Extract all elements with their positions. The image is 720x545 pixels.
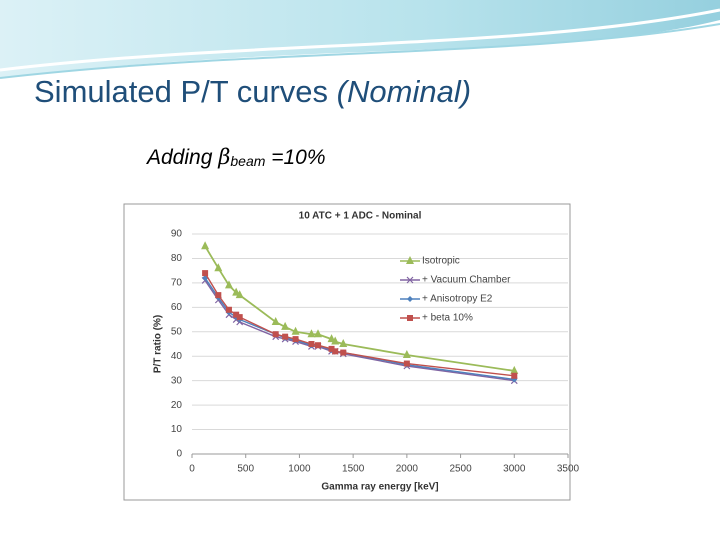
y-tick-label: 50: [171, 326, 183, 337]
marker: [315, 342, 322, 349]
y-tick-label: 80: [171, 253, 183, 264]
chart-title: 10 ATC + 1 ADC - Nominal: [299, 211, 422, 222]
marker: [314, 329, 323, 338]
x-axis-label: Gamma ray energy [keV]: [321, 482, 438, 493]
y-tick-label: 90: [171, 229, 183, 240]
y-tick-label: 20: [171, 400, 183, 411]
marker: [215, 292, 222, 299]
header-line: [0, 23, 720, 79]
marker: [510, 365, 519, 374]
marker: [340, 349, 347, 356]
subtitle-text: Adding: [145, 146, 218, 169]
title-text: Simulated P/T curves: [34, 74, 337, 109]
marker: [271, 317, 280, 325]
subtitle: Adding βbeam =10%: [145, 145, 326, 169]
legend-label: + Vacuum Chamber: [422, 275, 511, 286]
marker: [236, 314, 243, 321]
marker: [308, 341, 315, 347]
y-tick-label: 0: [176, 449, 182, 460]
y-tick-label: 10: [171, 424, 183, 435]
x-tick-label: 1500: [342, 464, 365, 475]
marker: [291, 326, 300, 335]
legend-label: + beta 10%: [422, 313, 473, 324]
marker: [272, 331, 279, 338]
legend-marker: [406, 256, 414, 264]
x-tick-label: 2000: [396, 464, 419, 475]
marker: [328, 345, 335, 352]
x-tick-label: 1000: [288, 464, 311, 475]
x-tick-label: 0: [189, 464, 195, 475]
marker: [202, 270, 209, 277]
legend-marker: [406, 276, 414, 284]
marker: [511, 372, 518, 379]
legend-label: + Anisotropy E2: [422, 294, 493, 305]
marker: [214, 263, 223, 272]
x-tick-label: 2500: [449, 464, 472, 475]
marker: [292, 336, 299, 343]
title-emphasis: (Nominal): [337, 74, 471, 109]
y-tick-label: 40: [171, 351, 183, 362]
header-swoosh: [0, 0, 720, 78]
marker: [282, 333, 289, 340]
legend-label: Isotropic: [422, 256, 460, 267]
subtitle-symbol: β: [217, 145, 230, 169]
marker: [331, 336, 340, 345]
marker: [201, 241, 210, 250]
y-axis-label: P/T ratio (%): [153, 315, 164, 373]
chart-frame: [123, 203, 571, 501]
legend-marker: [407, 296, 413, 302]
x-tick-label: 3000: [503, 464, 526, 475]
x-tick-label: 500: [237, 464, 254, 475]
marker: [281, 321, 290, 330]
y-tick-label: 30: [171, 375, 183, 386]
legend-marker: [407, 315, 413, 321]
marker: [225, 306, 232, 313]
slide-title: Simulated P/T curves (Nominal): [34, 74, 471, 109]
marker: [224, 280, 233, 289]
marker: [332, 348, 339, 355]
subtitle-text: =10%: [265, 146, 325, 169]
chart: 10 ATC + 1 ADC - Nominal Gamma ray energ…: [153, 211, 580, 493]
marker: [403, 360, 410, 367]
marker: [402, 350, 411, 358]
subtitle-subscript: beam: [230, 153, 265, 169]
y-tick-label: 60: [171, 302, 183, 313]
y-tick-label: 70: [171, 278, 183, 289]
marker: [339, 339, 348, 347]
x-tick-label: 3500: [557, 464, 580, 475]
marker: [307, 329, 316, 338]
header-line: [0, 8, 720, 72]
marker: [233, 311, 240, 318]
marker: [235, 290, 244, 299]
